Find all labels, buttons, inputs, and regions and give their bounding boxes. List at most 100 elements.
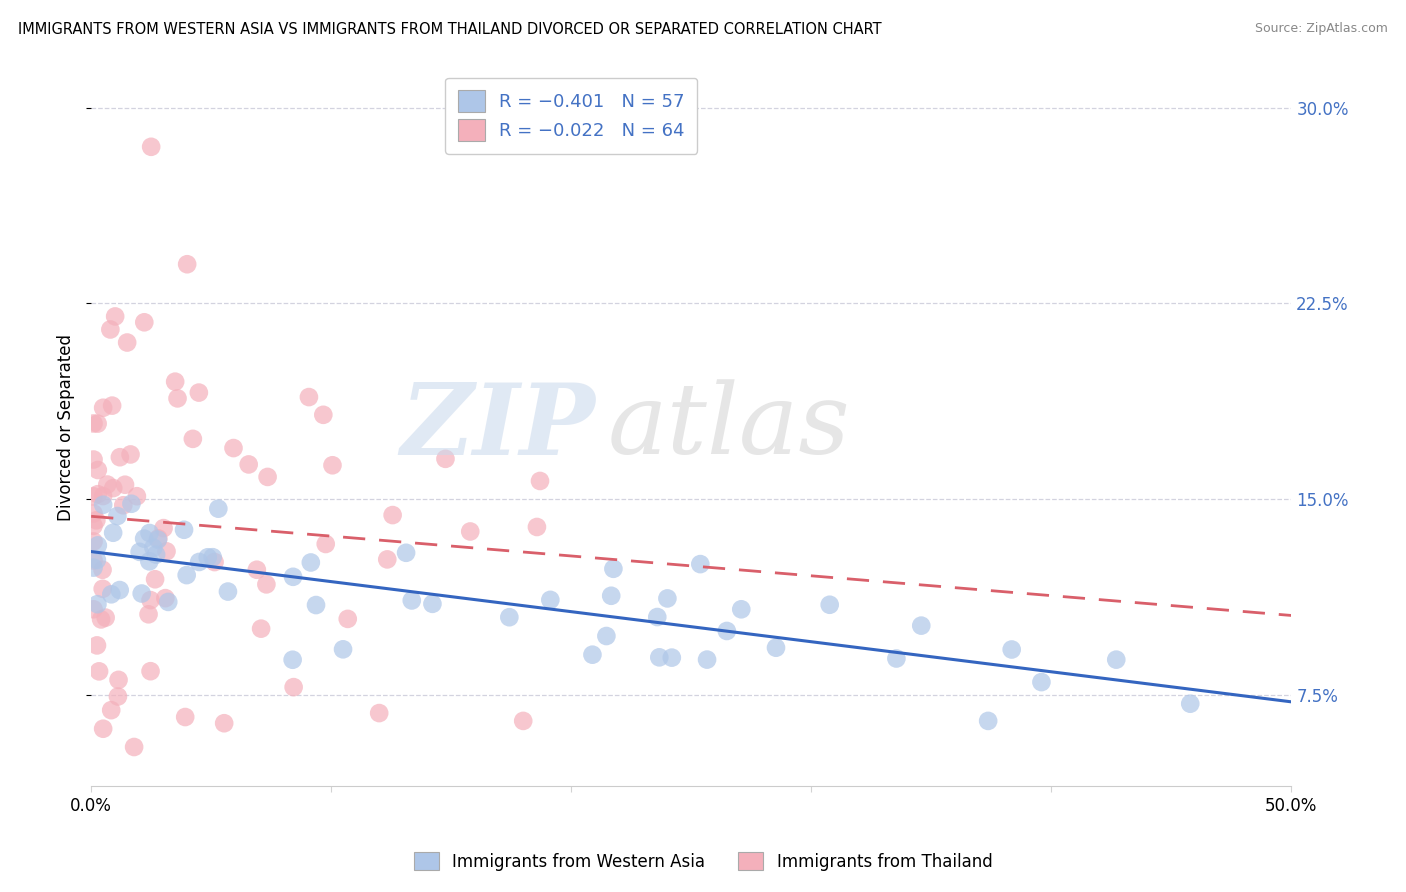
- Point: [375, 552, 398, 566]
- Point: [120, 447, 142, 461]
- Point: [120, 497, 142, 511]
- Point: [281, 653, 304, 667]
- Point: [114, 477, 136, 491]
- Point: [138, 554, 160, 568]
- Point: [321, 458, 343, 473]
- Point: [315, 537, 337, 551]
- Point: [173, 523, 195, 537]
- Text: atlas: atlas: [607, 380, 851, 475]
- Point: [96, 477, 118, 491]
- Point: [155, 591, 177, 606]
- Point: [107, 690, 129, 704]
- Point: [139, 593, 162, 607]
- Point: [91, 498, 114, 512]
- Point: [83, 560, 105, 574]
- Point: [176, 257, 198, 271]
- Point: [128, 545, 150, 559]
- Y-axis label: Divorced or Separated: Divorced or Separated: [58, 334, 75, 521]
- Point: [107, 509, 129, 524]
- Legend: R = −0.401   N = 57, R = −0.022   N = 64: R = −0.401 N = 57, R = −0.022 N = 64: [446, 78, 697, 154]
- Point: [91, 489, 114, 503]
- Point: [657, 591, 679, 606]
- Point: [90, 612, 112, 626]
- Point: [165, 375, 187, 389]
- Point: [188, 555, 211, 569]
- Point: [256, 470, 278, 484]
- Point: [155, 544, 177, 558]
- Point: [83, 507, 105, 521]
- Point: [86, 513, 108, 527]
- Point: [104, 310, 127, 324]
- Point: [83, 417, 105, 431]
- Point: [381, 508, 404, 522]
- Point: [145, 548, 167, 562]
- Point: [238, 458, 260, 472]
- Point: [529, 474, 551, 488]
- Point: [716, 624, 738, 638]
- Text: Source: ZipAtlas.com: Source: ZipAtlas.com: [1254, 22, 1388, 36]
- Point: [138, 607, 160, 622]
- Point: [131, 586, 153, 600]
- Point: [87, 487, 110, 501]
- Point: [395, 546, 418, 560]
- Point: [98, 322, 121, 336]
- Text: ZIP: ZIP: [401, 379, 595, 475]
- Point: [298, 390, 321, 404]
- Point: [122, 739, 145, 754]
- Point: [83, 518, 105, 533]
- Point: [538, 592, 561, 607]
- Point: [422, 597, 444, 611]
- Point: [142, 541, 165, 555]
- Point: [83, 534, 105, 549]
- Point: [217, 584, 239, 599]
- Point: [103, 481, 125, 495]
- Point: [86, 639, 108, 653]
- Point: [600, 589, 623, 603]
- Point: [83, 489, 105, 503]
- Point: [312, 408, 335, 422]
- Point: [87, 463, 110, 477]
- Point: [197, 550, 219, 565]
- Legend: Immigrants from Western Asia, Immigrants from Thailand: Immigrants from Western Asia, Immigrants…: [405, 844, 1001, 880]
- Point: [152, 521, 174, 535]
- Point: [141, 140, 163, 154]
- Point: [201, 550, 224, 565]
- Point: [174, 710, 197, 724]
- Point: [112, 498, 135, 512]
- Point: [100, 703, 122, 717]
- Point: [661, 650, 683, 665]
- Point: [157, 595, 180, 609]
- Point: [765, 640, 787, 655]
- Point: [91, 563, 114, 577]
- Point: [101, 525, 124, 540]
- Point: [648, 650, 671, 665]
- Point: [581, 648, 603, 662]
- Point: [107, 673, 129, 687]
- Point: [281, 570, 304, 584]
- Point: [434, 451, 457, 466]
- Point: [83, 452, 105, 467]
- Point: [498, 610, 520, 624]
- Point: [1001, 642, 1024, 657]
- Point: [187, 385, 209, 400]
- Point: [115, 335, 138, 350]
- Point: [910, 618, 932, 632]
- Point: [526, 520, 548, 534]
- Point: [86, 417, 108, 431]
- Point: [94, 610, 117, 624]
- Point: [305, 598, 328, 612]
- Point: [91, 722, 114, 736]
- Point: [176, 568, 198, 582]
- Point: [336, 612, 359, 626]
- Point: [1180, 697, 1202, 711]
- Point: [181, 432, 204, 446]
- Point: [332, 642, 354, 657]
- Point: [730, 602, 752, 616]
- Point: [368, 706, 391, 720]
- Point: [87, 665, 110, 679]
- Point: [134, 315, 156, 329]
- Point: [283, 680, 305, 694]
- Point: [108, 582, 131, 597]
- Point: [645, 610, 668, 624]
- Point: [1105, 653, 1128, 667]
